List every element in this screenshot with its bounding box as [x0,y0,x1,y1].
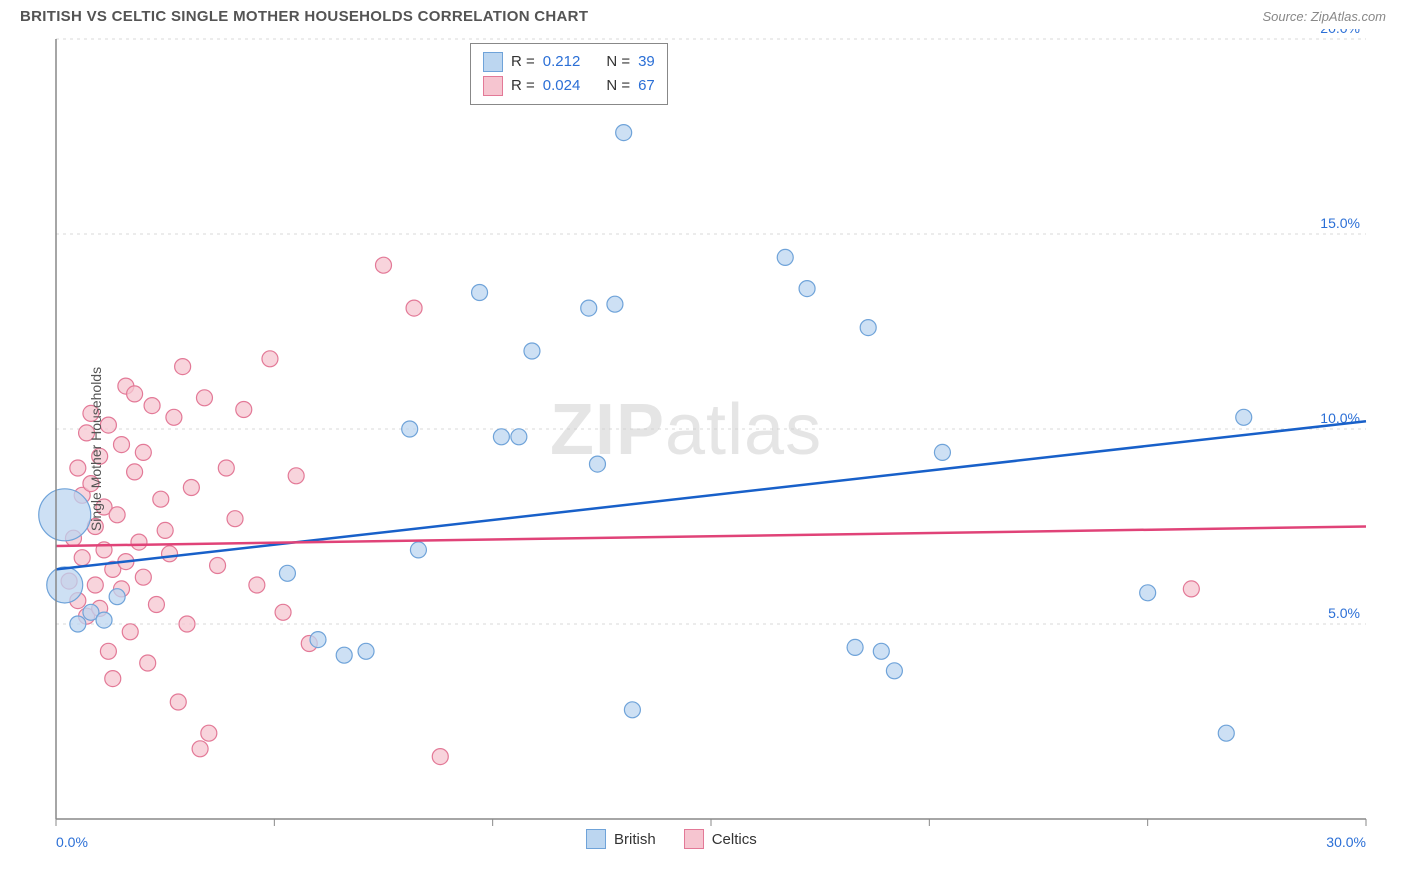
svg-text:5.0%: 5.0% [1328,605,1360,621]
series-legend: British Celtics [586,829,757,849]
chart-header: BRITISH VS CELTIC SINGLE MOTHER HOUSEHOL… [0,0,1406,29]
chart-container: Single Mother Households 5.0%10.0%15.0%2… [10,29,1396,869]
legend-swatch [684,829,704,849]
y-axis-label: Single Mother Households [88,367,104,531]
svg-text:0.0%: 0.0% [56,834,88,850]
n-value: 67 [638,74,655,98]
r-label: R = [511,74,535,98]
legend-swatch [586,829,606,849]
legend-label: Celtics [712,831,757,848]
n-label: N = [606,74,630,98]
r-label: R = [511,50,535,74]
series-swatch [483,52,503,72]
legend-label: British [614,831,656,848]
stats-row: R = 0.212 N = 39 [483,50,655,74]
stats-row: R = 0.024 N = 67 [483,74,655,98]
r-value: 0.212 [543,50,581,74]
svg-text:20.0%: 20.0% [1320,29,1360,36]
chart-title: BRITISH VS CELTIC SINGLE MOTHER HOUSEHOL… [20,8,588,25]
chart-source: Source: ZipAtlas.com [1262,9,1386,24]
legend-item: British [586,829,656,849]
legend-item: Celtics [684,829,757,849]
stats-legend-box: R = 0.212 N = 39 R = 0.024 N = 67 [470,43,668,105]
series-swatch [483,76,503,96]
scatter-chart: 5.0%10.0%15.0%20.0%0.0%30.0% [10,29,1396,869]
n-value: 39 [638,50,655,74]
n-label: N = [606,50,630,74]
svg-text:30.0%: 30.0% [1326,834,1366,850]
r-value: 0.024 [543,74,581,98]
svg-text:15.0%: 15.0% [1320,215,1360,231]
